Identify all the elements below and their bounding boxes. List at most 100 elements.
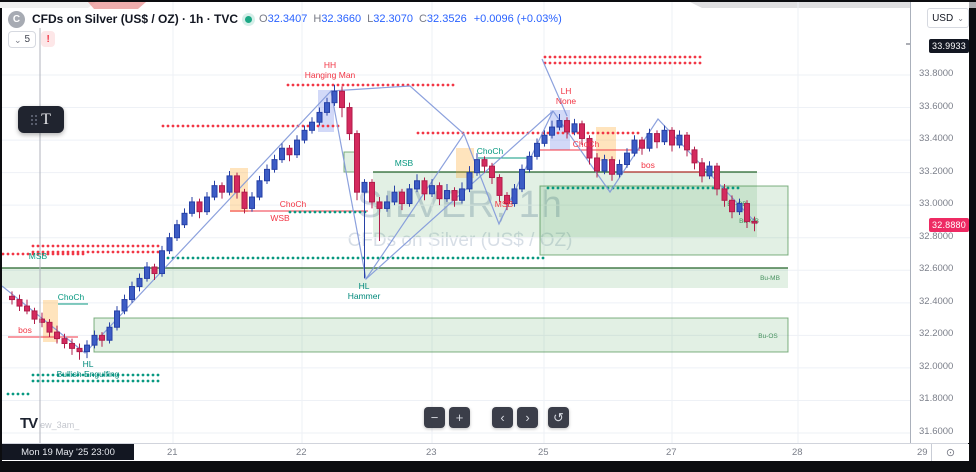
candle [564,120,570,133]
chart-label: bos [641,160,655,170]
candle [69,343,75,349]
price-tick: 32.8000 [919,230,954,242]
candle [451,190,458,201]
text-tool-button[interactable]: T [18,106,64,133]
candle [729,199,735,213]
candle [496,177,503,196]
candle [601,159,608,172]
reset-chart-button[interactable]: ↺ [548,407,569,428]
currency-selector[interactable]: USD ⌄ [927,8,969,28]
chart-nav-toolbar: − + ‹ › ↺ [424,407,569,428]
candle [249,196,255,209]
price-tick: 32.2000 [919,328,954,340]
chart-label: ChoCh [280,199,307,209]
chart-label: None [556,96,577,106]
candle [541,134,548,144]
candle [114,310,120,328]
zigzag-line [541,58,568,117]
time-axis[interactable]: 21 22 23 25 27 28 29 Mon 19 May '25 23:00 ⊙ [2,443,969,461]
candle [369,181,375,203]
high-price-badge: 33.9933 [929,39,969,53]
currency-label: USD [932,12,954,24]
chart-label: MSB [495,199,514,209]
candle [421,180,428,195]
legend-collapse-button[interactable]: ⌄ 5 [8,31,37,48]
candle [324,102,330,113]
candle [684,134,690,151]
candle [61,338,68,345]
candle [9,295,15,301]
candle [84,344,90,353]
price-tick: 33.6000 [919,100,954,112]
alert-badge[interactable]: ! [41,31,56,47]
chevron-down-icon: ⌄ [14,34,22,45]
scroll-left-button[interactable]: ‹ [492,407,513,428]
candle [376,201,383,209]
price-tick: 32.4000 [919,295,954,307]
ohlc-pair: C32.3526 [418,13,467,25]
candle [414,180,420,190]
candle [91,334,98,346]
candle [474,159,480,174]
chart-label: LH [561,86,572,96]
price-tick: 33.4000 [919,133,954,145]
candle [489,165,495,179]
ohlc-values: O32.3407 H32.3660 L32.3070 C32.3526 [259,13,467,25]
candle [586,137,593,159]
candle [99,334,105,341]
zone-orange [596,127,616,161]
candle [129,286,135,301]
hidden-indicators-count: 5 [24,34,31,45]
candle [459,188,465,201]
candle [736,203,743,213]
ohlc-pair: O32.3407 [259,13,308,25]
candle [706,165,713,177]
symbol-title[interactable]: CFDs on Silver (US$ / OZ) · 1h · TVC [32,12,239,26]
tradingview-logo[interactable]: TV ew_3am_ [20,415,79,432]
candle [519,168,525,190]
candle [226,175,233,193]
clock-icon: ⊙ [945,447,956,459]
chart-label: bos [18,325,32,335]
candle [144,266,150,279]
chart-label: Bullish Engulfing [57,369,120,379]
candle [631,139,638,154]
candle [159,250,165,275]
candle [234,175,240,193]
price-tick: 31.6000 [919,426,954,437]
zigzag-line [330,85,465,135]
price-tick: 33.0000 [919,198,954,210]
scroll-right-button[interactable]: › [517,407,538,428]
candle [579,123,585,139]
candle [361,181,368,193]
candle [549,126,555,136]
candle [444,190,450,200]
zoom-in-button[interactable]: + [449,407,470,428]
candle [54,331,60,340]
candle [151,266,158,275]
legend-secondary-row: ⌄ 5 ! [8,31,56,48]
market-status-dot[interactable] [245,15,253,23]
tradingview-logo-mark: TV [20,415,38,432]
candle [669,129,675,146]
candle [294,139,300,156]
zone-green [373,172,757,237]
price-tick: 33.2000 [919,165,954,177]
candle [744,203,750,222]
zone-green [2,268,788,288]
price-axis[interactable]: USD ⌄ 33.8000 33.6000 33.4000 33.2000 33.000… [910,2,969,443]
zoom-out-button[interactable]: − [424,407,445,428]
chart-label: HH [324,60,336,70]
candle [16,299,23,307]
change-value: +0.0096 (+0.03%) [473,13,562,25]
candle [211,185,218,198]
chart-label: MSB [395,158,414,168]
candle [189,201,195,214]
drag-handle-icon[interactable] [31,114,34,117]
timezone-button[interactable]: ⊙ [931,444,969,461]
symbol-logo-icon: C [8,10,25,28]
zigzag-line [365,110,554,280]
chart-label: Hanging Man [305,70,356,80]
